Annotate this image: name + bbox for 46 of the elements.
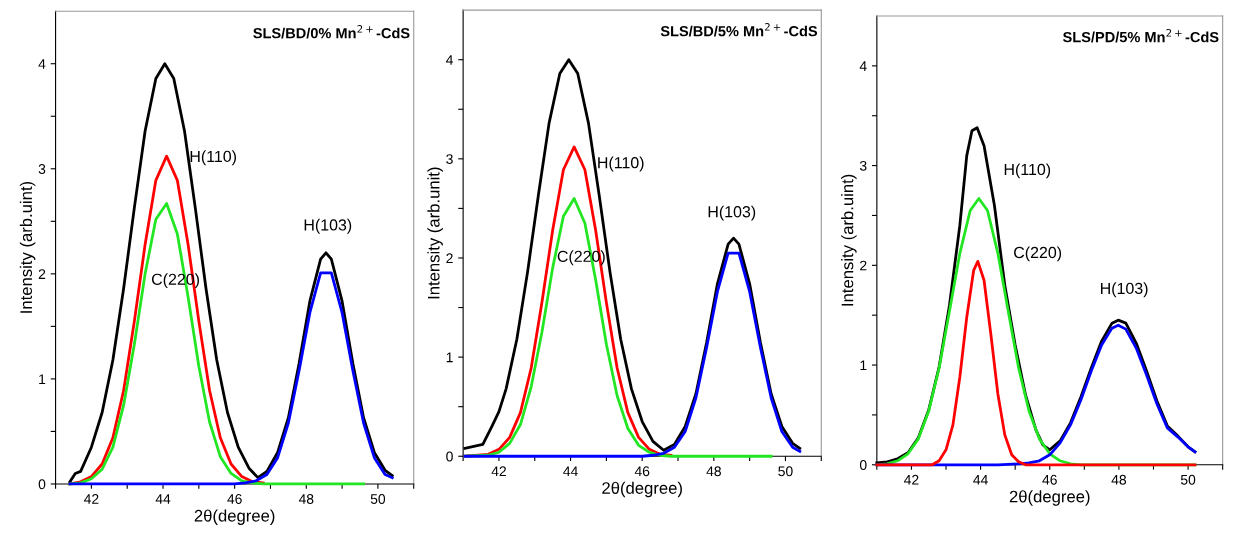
y-tick-label: 4: [446, 55, 453, 65]
x-tick-label: 44: [973, 475, 988, 485]
y-tick-label: 4: [859, 61, 867, 71]
text: SLS/BD/5% Mn$^{2+}$-CdS: [660, 23, 818, 37]
x-axis-title: 2θ(degree): [194, 509, 275, 525]
y-tick-label: 1: [39, 374, 46, 384]
y-tick-label: 0: [859, 460, 867, 470]
x-tick-label: 48: [298, 494, 314, 504]
x-tick-label: 48: [1111, 474, 1127, 485]
x-tick-label: 44: [155, 494, 171, 504]
x-tick-label: 42: [491, 466, 506, 477]
text: SLS/PD/5% Mn$^{2+}$-CdS: [1062, 29, 1219, 43]
text: SLS/BD/0% Mn$^{2+}$-CdS: [253, 25, 410, 39]
x-tick-label: 46: [227, 494, 242, 504]
x-tick-label: 42: [83, 494, 99, 504]
y-tick-label: 0: [38, 479, 46, 490]
annotation: H(103): [708, 205, 756, 221]
annotation: H(103): [304, 218, 352, 234]
x-tick-label: 48: [706, 466, 721, 477]
y-tick-label: 0: [446, 451, 453, 462]
x-axis-title: 2θ(degree): [602, 481, 682, 498]
annotation: H(110): [190, 150, 236, 166]
x-tick-label: 50: [778, 466, 793, 477]
x-axis-title: 2θ(degree): [1009, 490, 1090, 506]
x-tick-label: 42: [904, 474, 919, 485]
annotation: H(110): [1004, 163, 1051, 179]
annotation: C(220): [1014, 246, 1062, 262]
y-tick-label: 1: [860, 360, 867, 371]
annotation: H(110): [598, 156, 644, 172]
y-tick-label: 4: [38, 59, 46, 69]
y-axis-title: Intensity (arb.uint): [841, 174, 857, 306]
y-axis-title: Intensity (arb.uint): [19, 181, 36, 313]
y-tick-label: 3: [446, 154, 453, 164]
y-tick-label: 3: [38, 164, 46, 174]
y-tick-label: 2: [446, 253, 453, 263]
y-tick-label: 1: [446, 352, 453, 363]
y-axis-title: Intensity (arb.unit): [427, 167, 443, 299]
x-tick-label: 50: [1180, 474, 1196, 485]
x-tick-label: 44: [563, 466, 578, 477]
x-tick-label: 50: [370, 494, 386, 504]
annotation: H(103): [1101, 282, 1148, 298]
y-tick-label: 3: [859, 160, 867, 171]
x-tick-label: 46: [1042, 474, 1057, 485]
y-tick-label: 2: [860, 260, 867, 271]
x-tick-label: 46: [634, 466, 650, 477]
y-tick-label: 2: [38, 269, 46, 279]
